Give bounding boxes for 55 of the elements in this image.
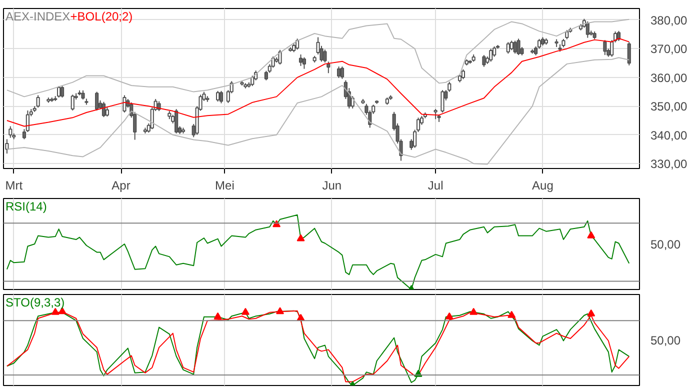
x-tick-label: Aug — [532, 178, 554, 192]
candlestick — [510, 40, 514, 51]
candlestick — [461, 68, 466, 80]
candlestick — [174, 108, 178, 134]
x-tick-label: Apr — [112, 178, 130, 192]
candlestick — [440, 90, 444, 113]
candlestick — [482, 54, 486, 68]
y-tick-label: 360,00 — [650, 70, 688, 85]
y-tick-label: 350,00 — [650, 100, 688, 114]
candlestick — [336, 66, 341, 79]
y-tick-label: 370,00 — [650, 42, 688, 56]
candlestick — [216, 90, 220, 102]
candlestick — [565, 30, 569, 40]
point — [445, 312, 454, 320]
chart-subtitle: +BOL(20;2) — [70, 10, 133, 24]
x-tick-label: Mrt — [5, 178, 24, 192]
text: 50,00 — [650, 334, 681, 348]
y-tick-label: 330,00 — [650, 157, 688, 172]
candlestick — [489, 48, 493, 62]
y-tick-label: 380,00 — [650, 13, 688, 28]
chart-title: AEX-INDEX — [6, 10, 70, 24]
candlestick — [586, 20, 590, 38]
x-tick-label: Jun — [322, 178, 342, 192]
x-tick-label: Mei — [215, 178, 234, 192]
candlestick — [302, 56, 306, 70]
point — [587, 231, 596, 238]
candlestick — [219, 90, 224, 104]
text: 50,00 — [650, 238, 681, 252]
candlestick — [81, 90, 85, 100]
point — [508, 310, 516, 318]
chart-title: RSI(14) — [6, 200, 47, 214]
candlestick — [36, 94, 40, 108]
point — [587, 309, 596, 316]
candlestick — [122, 94, 126, 113]
candlestick — [278, 49, 282, 66]
point — [470, 308, 478, 315]
candlestick — [95, 91, 99, 111]
y-tick-label: 340,00 — [650, 128, 688, 142]
candlestick — [434, 108, 438, 120]
candlestick — [60, 86, 64, 98]
point — [214, 312, 222, 320]
candlestick — [323, 49, 327, 64]
point — [241, 308, 250, 315]
candlestick — [492, 46, 496, 58]
candlestick — [70, 94, 74, 111]
candlestick — [603, 40, 607, 56]
candlestick — [506, 42, 510, 54]
chart-title: STO(9,3,3) — [6, 296, 65, 310]
candlestick — [340, 66, 344, 80]
candlestick — [516, 38, 520, 56]
candlestick — [298, 54, 303, 66]
candlestick — [627, 42, 631, 66]
point — [276, 307, 284, 314]
point — [296, 234, 305, 242]
x-tick-label: Jul — [428, 178, 444, 192]
